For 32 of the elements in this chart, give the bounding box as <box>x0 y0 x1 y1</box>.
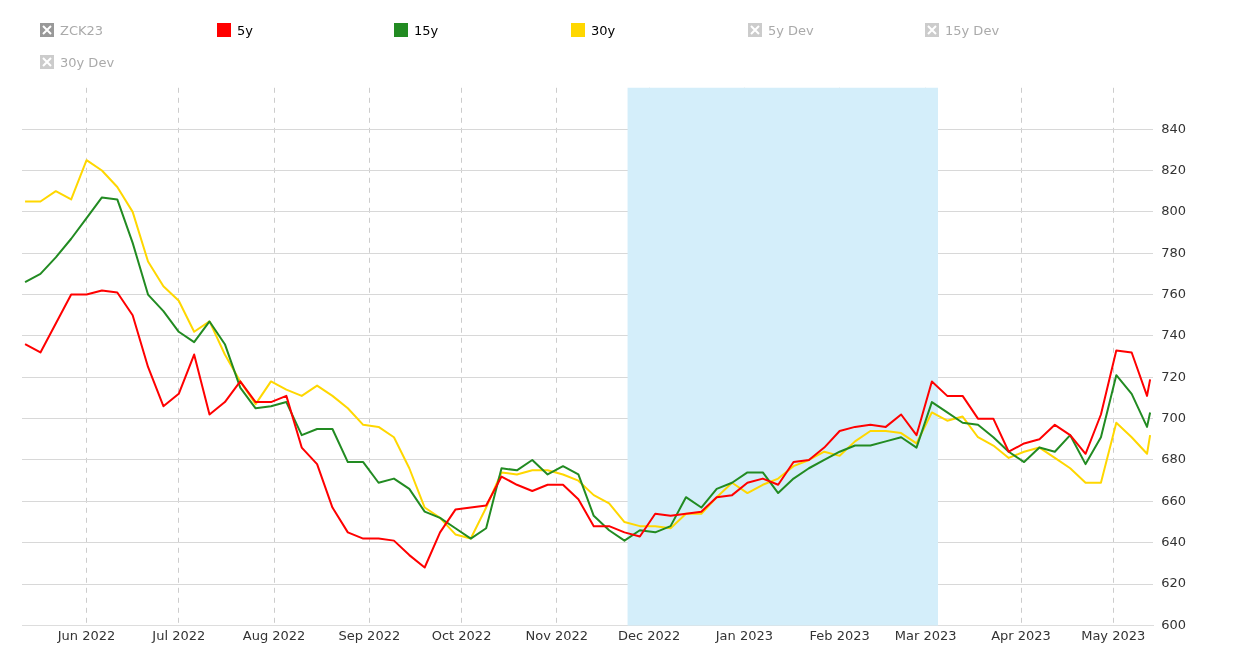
y-tick-label: 680 <box>1161 451 1187 467</box>
x-tick-label: Sep 2022 <box>338 627 401 643</box>
y-tick-label: 720 <box>1161 368 1187 384</box>
x-tick-label: Oct 2022 <box>431 627 492 643</box>
legend-label: 15y <box>414 22 439 38</box>
x-tick-label: Dec 2022 <box>617 627 681 643</box>
y-tick-label: 700 <box>1161 410 1187 426</box>
x-tick-label: Apr 2023 <box>991 627 1051 643</box>
x-tick-label: Jun 2022 <box>56 627 116 643</box>
x-tick-label: Jul 2022 <box>151 627 206 643</box>
x-tick-label: Nov 2022 <box>525 627 589 643</box>
y-tick-label: 660 <box>1161 492 1187 508</box>
y-tick-label: 740 <box>1161 327 1187 343</box>
x-tick-label: Aug 2022 <box>242 627 306 643</box>
legend-label: 30y <box>591 22 616 38</box>
x-tick-label: May 2023 <box>1081 627 1146 643</box>
x-tick-label: Jan 2023 <box>714 627 773 643</box>
legend-label: 30y Dev <box>60 54 115 70</box>
y-tick-label: 760 <box>1161 285 1187 301</box>
y-tick-label: 840 <box>1161 120 1187 136</box>
y-tick-label: 820 <box>1161 161 1187 177</box>
legend-label: ZCK23 <box>60 22 104 38</box>
x-tick-label: Mar 2023 <box>894 627 957 643</box>
y-tick-label: 800 <box>1161 203 1187 219</box>
x-tick-label: Feb 2023 <box>809 627 870 643</box>
y-tick-label: 600 <box>1161 616 1187 632</box>
legend-label: 5y Dev <box>768 22 814 38</box>
legend-label: 15y Dev <box>945 22 1000 38</box>
y-tick-label: 780 <box>1161 244 1187 260</box>
y-tick-label: 620 <box>1161 575 1187 591</box>
y-tick-label: 640 <box>1161 534 1187 550</box>
legend-label: 5y <box>237 22 253 38</box>
